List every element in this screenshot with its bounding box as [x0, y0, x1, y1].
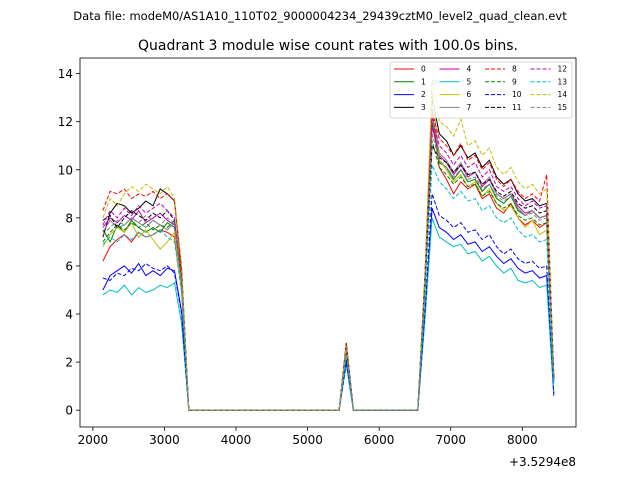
legend-label-4: 4 [467, 65, 472, 74]
y-tick-label: 6 [65, 259, 73, 273]
chart-title: Quadrant 3 module wise count rates with … [138, 38, 518, 54]
legend-label-13: 13 [558, 77, 568, 86]
series-line-14 [102, 78, 555, 411]
plot-area [79, 57, 577, 428]
legend-label-6: 6 [467, 90, 472, 99]
series-line-10 [102, 193, 555, 411]
figure-suptitle: Data file: modeM0/AS1A10_110T02_90000042… [73, 9, 567, 23]
legend-label-14: 14 [558, 90, 568, 99]
legend-label-10: 10 [512, 90, 522, 99]
legend-box [389, 61, 573, 119]
legend-label-7: 7 [467, 103, 472, 112]
legend-label-0: 0 [421, 65, 426, 74]
axes-frame [79, 57, 577, 428]
x-tick-label: 5000 [292, 433, 323, 447]
x-tick-label: 4000 [221, 433, 252, 447]
legend-label-9: 9 [512, 77, 517, 86]
y-tick-label: 0 [65, 404, 73, 418]
legend-label-11: 11 [512, 103, 522, 112]
legend-label-5: 5 [467, 77, 472, 86]
series-line-15 [102, 133, 555, 411]
y-tick-label: 8 [65, 211, 73, 225]
y-tick-label: 10 [58, 163, 73, 177]
legend-label-12: 12 [558, 65, 568, 74]
x-axis: 2000 3000 4000 5000 6000 7000 8000 [78, 427, 538, 447]
x-tick-label: 8000 [507, 433, 538, 447]
y-tick-label: 4 [65, 308, 73, 322]
legend-label-15: 15 [558, 103, 568, 112]
x-tick-label: 3000 [149, 433, 180, 447]
x-tick-label: 6000 [364, 433, 395, 447]
x-offset-text: +3.5294e8 [509, 455, 576, 469]
x-tick-label: 2000 [78, 433, 109, 447]
x-tick-label: 7000 [435, 433, 466, 447]
series-layer [102, 78, 555, 411]
y-tick-label: 12 [58, 115, 73, 129]
legend-label-2: 2 [421, 90, 426, 99]
y-axis: 0 2 4 6 8 10 12 14 [58, 67, 80, 418]
y-tick-label: 2 [65, 356, 73, 370]
y-tick-label: 14 [58, 67, 73, 81]
legend-label-1: 1 [421, 77, 426, 86]
legend-label-8: 8 [512, 65, 517, 74]
legend-label-3: 3 [421, 103, 426, 112]
